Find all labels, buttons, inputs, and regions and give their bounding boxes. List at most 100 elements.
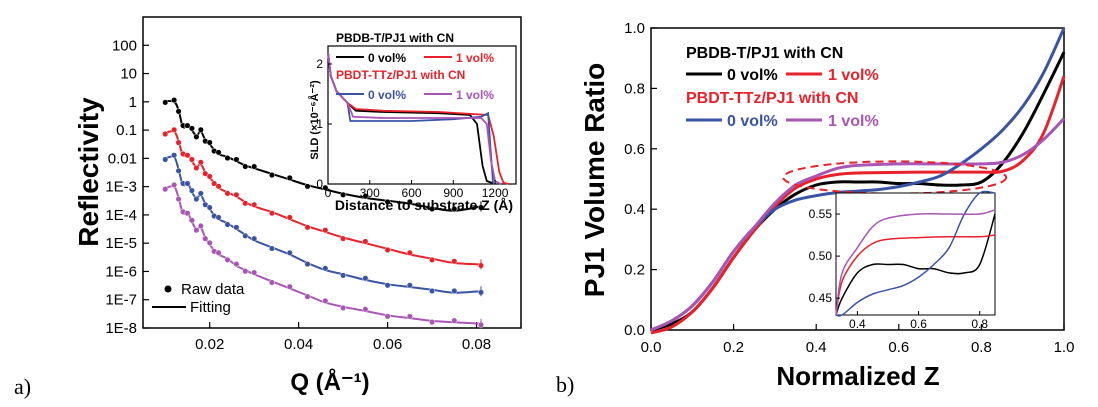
y-tick-label: 1 [129,94,137,111]
data-point [224,190,231,197]
inset-y-tick-label: 0.55 [809,207,833,221]
y-tick-label: 1.0 [624,20,645,37]
x-tick-label: 0.0 [641,339,662,356]
inset-y-tick-label: 0 [316,177,323,191]
data-point [197,159,204,166]
data-point [286,214,293,221]
data-point [184,122,191,129]
chart-a-xlabel: Q (Å⁻¹) [290,368,369,396]
data-point [206,204,213,211]
y-tick-label: 0.2 [624,262,645,279]
data-point [406,313,413,320]
data-point [322,297,329,304]
sld-line [327,51,502,185]
inset-legend-label: 1 vol% [456,51,494,65]
inset-line [835,190,996,317]
data-point [304,224,311,231]
data-point [406,249,413,256]
data-point [188,187,195,194]
data-point [362,306,369,313]
data-point [322,227,329,234]
data-point [211,180,218,187]
data-point [202,235,209,242]
data-point [206,139,213,146]
data-point [242,163,249,170]
x-tick-label: 0.08 [462,336,491,353]
data-point [175,167,182,174]
inset-x-tick-label: 600 [402,186,422,200]
data-point [429,319,436,326]
data-point [171,152,178,159]
y-tick-label: 1E-7 [105,292,137,309]
inset-legend-label: 0 vol% [368,51,406,65]
data-point [193,227,200,234]
data-point [224,256,231,263]
data-point [384,198,391,205]
data-point [340,272,347,279]
x-tick-label: 0.2 [723,339,744,356]
panel-label-b: b) [556,372,574,397]
legend-fitting-label: Fitting [190,299,231,316]
inset-y-tick-label: 0.45 [809,291,833,305]
data-point [251,269,258,276]
data-point [322,184,329,191]
data-point [175,108,182,115]
highlight-ellipse [782,160,1008,195]
data-point [286,174,293,181]
data-point [384,282,391,289]
x-tick-label: 0.4 [806,339,827,356]
data-point [233,261,240,268]
chart-a-ylabel: Reflectivity [73,97,104,247]
chart-b-frame [650,27,1065,331]
data-point [215,214,222,221]
x-tick-label: 0.06 [373,336,402,353]
inset-a-ylabel: SLD (×10⁻⁶Å⁻²) [308,80,321,160]
data-point [340,235,347,242]
y-tick-label: 1E-8 [105,320,137,337]
data-point [406,282,413,289]
data-point [188,125,195,132]
data-point [171,97,178,104]
data-point [340,191,347,198]
data-point [242,200,249,207]
data-point [197,126,204,133]
data-point [384,313,391,320]
legend-label: 1 vol% [828,67,879,84]
inset-line [835,209,996,316]
legend-header-2: PBDT-TTz/PJ1 with CN [686,90,858,107]
y-tick-label: 1E-3 [105,179,137,196]
data-point [162,130,169,138]
data-point [188,217,195,224]
data-point [268,279,276,286]
data-point [175,196,182,203]
data-point [224,221,231,228]
chart-b-ylabel: PJ1 Volume Ratio [579,63,610,297]
data-point [429,205,436,213]
x-tick-label: 0.6 [888,339,909,356]
legend-label: 0 vol% [727,67,778,84]
data-point [340,304,347,311]
data-point [362,238,369,245]
inset-legend-label: 1 vol% [456,88,494,102]
chart-a: 0.02 0.04 0.06 0.081001010.10.011E-31E-41E-… [73,16,522,396]
data-point [242,268,249,275]
data-point [362,193,369,200]
y-tick-label: 1E-6 [105,263,137,280]
legend-header-1: PBDB-T/PJ1 with CN [686,45,843,62]
inset-x-tick-label: 300 [360,186,380,200]
data-point [233,224,240,231]
y-tick-label: 100 [112,37,137,54]
data-point [184,152,191,159]
data-point [242,232,249,239]
data-point [233,191,240,198]
data-point [193,196,200,203]
inset-y-tick-label: 2 [316,57,323,71]
legend-label: 0 vol% [727,113,778,130]
data-point [251,163,258,170]
data-point [175,139,182,146]
data-point [268,210,276,217]
data-point [451,258,458,265]
data-point [304,183,311,190]
data-point [197,222,204,229]
